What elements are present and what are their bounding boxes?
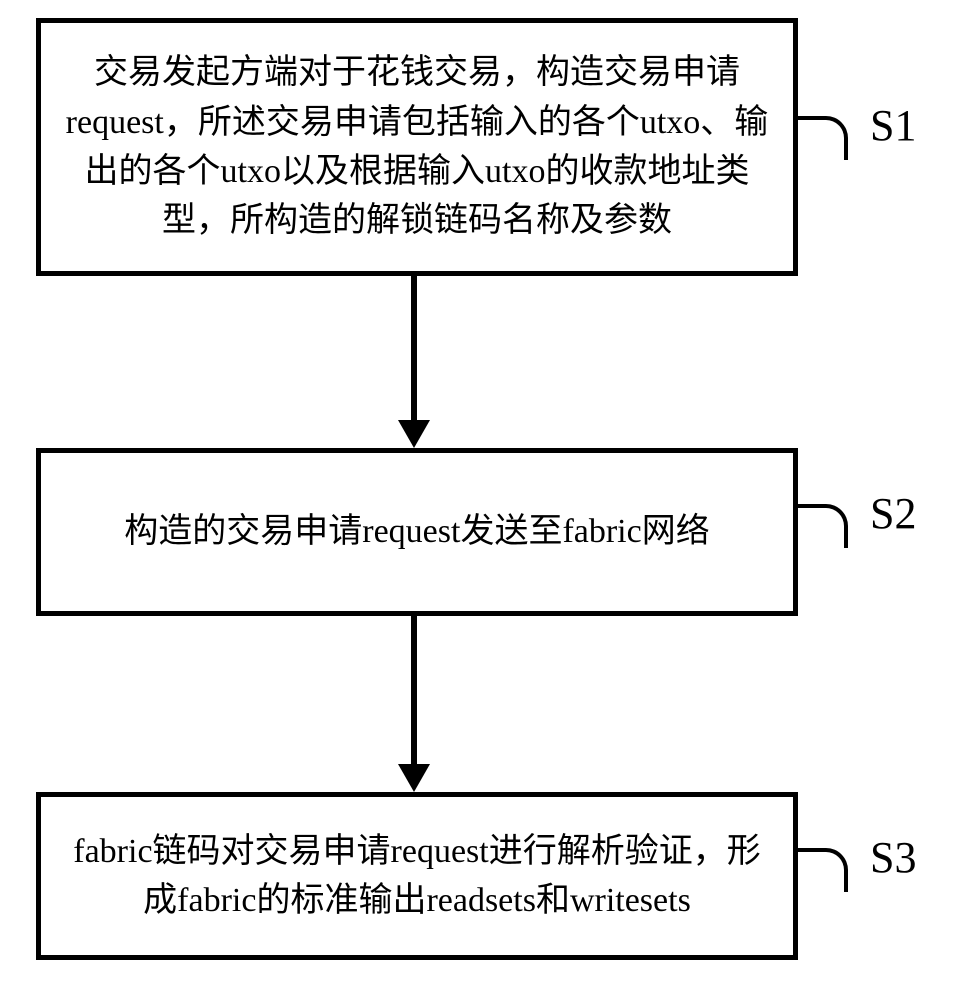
- label-s2: S2: [870, 488, 916, 539]
- hook-s3: [796, 848, 848, 892]
- hook-s1: [796, 116, 848, 160]
- step-s3-box: fabric链码对交易申请request进行解析验证，形成fabric的标准输出…: [36, 792, 798, 960]
- flowchart-canvas: 交易发起方端对于花钱交易，构造交易申请request，所述交易申请包括输入的各个…: [0, 0, 967, 1000]
- step-s1-box: 交易发起方端对于花钱交易，构造交易申请request，所述交易申请包括输入的各个…: [36, 18, 798, 276]
- step-s1-text: 交易发起方端对于花钱交易，构造交易申请request，所述交易申请包括输入的各个…: [61, 48, 773, 245]
- step-s2-box: 构造的交易申请request发送至fabric网络: [36, 448, 798, 616]
- arrow-s2-s3-head: [398, 764, 430, 792]
- hook-s2: [796, 504, 848, 548]
- step-s2-text: 构造的交易申请request发送至fabric网络: [124, 507, 709, 556]
- label-s1: S1: [870, 100, 916, 151]
- label-s3: S3: [870, 832, 916, 883]
- arrow-s2-s3-line: [411, 616, 417, 766]
- arrow-s1-s2-line: [411, 276, 417, 422]
- arrow-s1-s2-head: [398, 420, 430, 448]
- step-s3-text: fabric链码对交易申请request进行解析验证，形成fabric的标准输出…: [61, 827, 773, 926]
